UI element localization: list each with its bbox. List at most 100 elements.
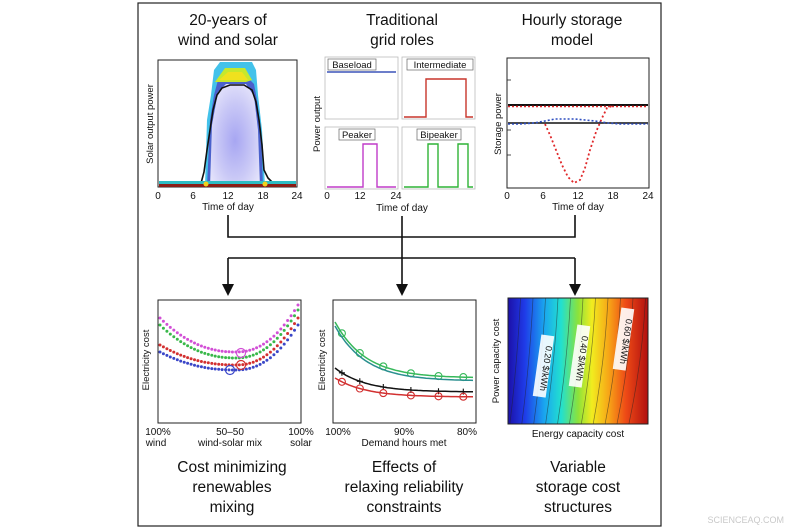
mix-dot bbox=[244, 355, 248, 359]
mix-dot bbox=[251, 360, 255, 364]
reliability-panel: Electricity cost 100% 90% 80% Demand hou… bbox=[317, 299, 477, 449]
relax-curve bbox=[334, 325, 474, 382]
mix-dot bbox=[213, 348, 217, 352]
mix-dot bbox=[248, 366, 252, 370]
arrow-head-center bbox=[396, 284, 408, 296]
mix-dot bbox=[213, 362, 217, 366]
relax-marker bbox=[380, 384, 387, 390]
mix-dot bbox=[213, 354, 217, 358]
mix-dot bbox=[175, 352, 179, 356]
relax-marker bbox=[356, 378, 363, 385]
mix-dot bbox=[199, 365, 203, 369]
contour-line bbox=[557, 297, 571, 425]
mix-dot bbox=[158, 323, 162, 327]
mix-dot bbox=[161, 326, 165, 330]
storage-red-dip bbox=[544, 105, 613, 185]
mix-dot bbox=[206, 352, 210, 356]
mix-dot bbox=[158, 316, 162, 320]
mix-dot bbox=[262, 355, 265, 359]
mix-dot bbox=[289, 327, 293, 331]
mix-dot bbox=[186, 356, 190, 360]
sub-baseload-label: Baseload bbox=[332, 60, 372, 71]
mix-dot bbox=[210, 347, 214, 351]
caption-2-line3: constraints bbox=[367, 499, 442, 516]
bottom3-ylabel: Power capacity cost bbox=[491, 318, 502, 403]
bottom1-xleft-2: wind bbox=[145, 438, 167, 449]
mix-dot bbox=[248, 348, 252, 352]
mix-dot bbox=[262, 342, 265, 346]
mix-dot bbox=[189, 339, 193, 343]
bottom2-xtick: 90% bbox=[394, 427, 414, 438]
bottom2-xtick: 100% bbox=[325, 427, 351, 438]
mix-dot bbox=[179, 333, 183, 337]
mix-dot bbox=[175, 358, 179, 362]
contour-line bbox=[580, 297, 596, 425]
mix-dot bbox=[268, 356, 272, 360]
mix-dot bbox=[172, 350, 176, 354]
bottom3-xlabel: Energy capacity cost bbox=[532, 429, 624, 440]
mix-dot bbox=[268, 337, 272, 341]
mix-dot bbox=[161, 345, 165, 349]
mix-dot bbox=[255, 359, 259, 363]
mix-dot bbox=[189, 346, 193, 350]
mix-dot bbox=[265, 340, 269, 344]
relax-curve bbox=[334, 377, 473, 398]
bipeaker-line bbox=[404, 143, 473, 188]
mix-dot bbox=[168, 349, 172, 352]
mix-dot bbox=[206, 361, 210, 365]
top3-xtick: 24 bbox=[642, 191, 654, 202]
mix-dot bbox=[165, 329, 169, 333]
mix-dot bbox=[168, 355, 172, 359]
relax-marker bbox=[355, 384, 364, 393]
bottom1-xright-1: 100% bbox=[288, 427, 314, 438]
contour-line bbox=[545, 297, 559, 425]
mix-dot bbox=[193, 358, 196, 362]
caption-3-line3: structures bbox=[544, 499, 612, 516]
mix-dot bbox=[275, 336, 279, 340]
mix-dot bbox=[244, 367, 248, 371]
mix-dot bbox=[161, 352, 165, 356]
grid-roles-panel: Baseload Intermediate Peaker Bipeaker Po… bbox=[312, 56, 476, 214]
mix-dot bbox=[296, 316, 300, 320]
bottom1-xmid: 50–50 bbox=[216, 427, 244, 438]
top2-xlabel: Time of day bbox=[376, 203, 428, 214]
bottom1-xleft-1: 100% bbox=[145, 427, 171, 438]
mix-dot bbox=[165, 353, 169, 357]
mix-dot bbox=[203, 351, 207, 355]
mix-dot bbox=[293, 314, 296, 318]
mix-dot bbox=[282, 336, 286, 340]
mix-dot bbox=[296, 308, 300, 312]
mix-dot bbox=[296, 323, 300, 327]
mix-dot bbox=[203, 360, 207, 364]
mix-dot bbox=[206, 346, 210, 350]
intermediate-line bbox=[404, 78, 473, 118]
mix-dot bbox=[189, 357, 193, 361]
top2-xtick: 24 bbox=[390, 191, 402, 202]
relax-marker bbox=[459, 392, 468, 401]
mix-dot bbox=[210, 361, 214, 365]
mix-dot bbox=[230, 368, 234, 372]
mix-dot bbox=[275, 350, 279, 354]
top1-xtick: 18 bbox=[257, 191, 269, 202]
mix-dot bbox=[217, 355, 221, 359]
arrow-head-right bbox=[569, 284, 581, 296]
mix-dot bbox=[258, 357, 262, 361]
caption-2-line1: Effects of bbox=[372, 459, 437, 476]
mix-dot bbox=[227, 368, 231, 372]
mix-dot bbox=[293, 328, 296, 332]
mix-dot bbox=[255, 364, 259, 368]
mix-dot bbox=[255, 352, 259, 356]
mix-dot bbox=[186, 337, 190, 341]
top3-xtick: 6 bbox=[540, 191, 546, 202]
contour-line bbox=[628, 297, 646, 425]
sub-bipeaker-label: Bipeaker bbox=[420, 130, 458, 141]
mix-dot bbox=[265, 346, 269, 350]
mix-dot bbox=[203, 345, 207, 349]
caption-2-line2: relaxing reliability bbox=[345, 479, 464, 496]
mix-dot bbox=[289, 314, 293, 318]
relax-marker bbox=[434, 392, 443, 401]
mix-dot bbox=[289, 333, 293, 337]
mixing-panel: Electricity cost 100% wind 50–50 wind-so… bbox=[141, 299, 314, 449]
mix-dot bbox=[248, 361, 252, 365]
mix-dot bbox=[258, 362, 262, 366]
